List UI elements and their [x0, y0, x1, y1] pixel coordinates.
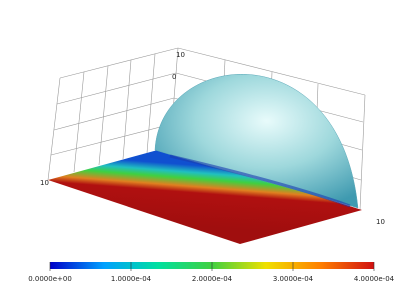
- colorbar-tick-label: 0.0000e+00: [28, 275, 72, 283]
- dome-base: [169, 154, 351, 208]
- axis-label: 0: [172, 73, 176, 81]
- axis-label: 10: [176, 51, 185, 59]
- colorbar-tick-label: 4.0000e-04: [354, 275, 395, 283]
- surface-plane: [48, 148, 362, 244]
- colorbar-ticks: 0.0000e+00 1.0000e-04 2.0000e-04 3.0000e-04…: [28, 262, 395, 283]
- colorbar-tick-label: 2.0000e-04: [192, 275, 233, 283]
- axis-label: 10: [376, 218, 385, 226]
- colorbar-tick-label: 1.0000e-04: [111, 275, 152, 283]
- colorbar-tick-label: 3.0000e-04: [273, 275, 314, 283]
- axis-label: 10: [40, 179, 49, 187]
